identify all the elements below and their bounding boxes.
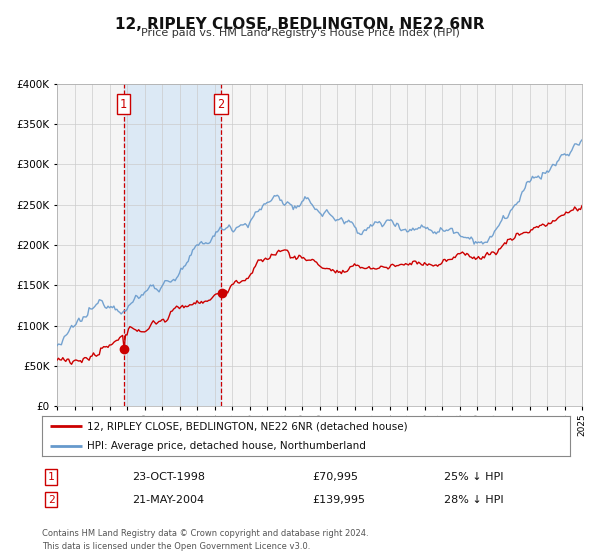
Text: 2: 2 xyxy=(47,494,55,505)
Text: 28% ↓ HPI: 28% ↓ HPI xyxy=(444,494,503,505)
Text: 12, RIPLEY CLOSE, BEDLINGTON, NE22 6NR: 12, RIPLEY CLOSE, BEDLINGTON, NE22 6NR xyxy=(115,17,485,32)
Text: Contains HM Land Registry data © Crown copyright and database right 2024.: Contains HM Land Registry data © Crown c… xyxy=(42,529,368,538)
Text: 23-OCT-1998: 23-OCT-1998 xyxy=(132,472,205,482)
Text: 1: 1 xyxy=(120,97,127,111)
Text: 2: 2 xyxy=(218,97,225,111)
Text: 21-MAY-2004: 21-MAY-2004 xyxy=(132,494,204,505)
Text: £139,995: £139,995 xyxy=(312,494,365,505)
Text: £70,995: £70,995 xyxy=(312,472,358,482)
Text: Price paid vs. HM Land Registry's House Price Index (HPI): Price paid vs. HM Land Registry's House … xyxy=(140,28,460,38)
Text: 12, RIPLEY CLOSE, BEDLINGTON, NE22 6NR (detached house): 12, RIPLEY CLOSE, BEDLINGTON, NE22 6NR (… xyxy=(87,421,407,431)
Text: HPI: Average price, detached house, Northumberland: HPI: Average price, detached house, Nort… xyxy=(87,441,366,451)
Text: This data is licensed under the Open Government Licence v3.0.: This data is licensed under the Open Gov… xyxy=(42,542,310,550)
Text: 25% ↓ HPI: 25% ↓ HPI xyxy=(444,472,503,482)
Text: 1: 1 xyxy=(47,472,55,482)
Bar xyxy=(124,84,221,406)
